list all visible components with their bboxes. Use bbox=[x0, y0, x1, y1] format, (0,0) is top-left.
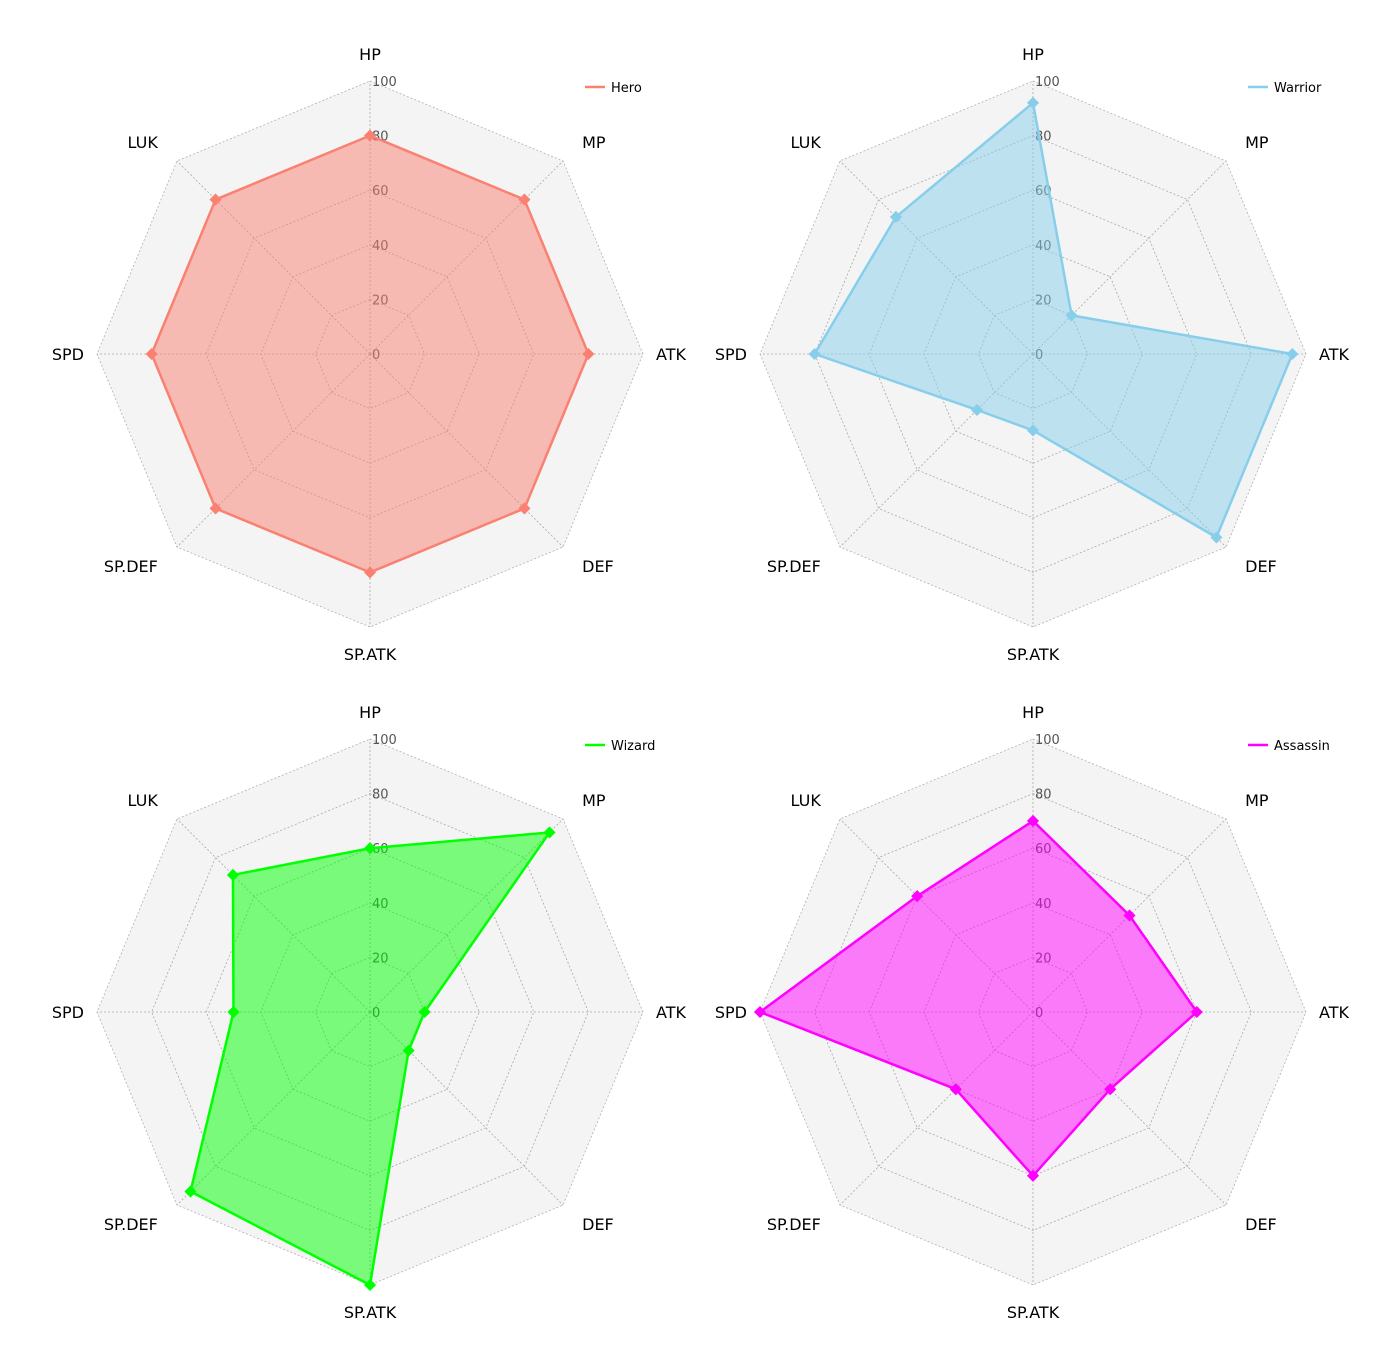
legend-label: Assassin bbox=[1274, 739, 1330, 754]
category-label-mp: MP bbox=[1245, 791, 1269, 810]
category-label-atk: ATK bbox=[656, 345, 686, 364]
r-tick-label: 80 bbox=[1035, 788, 1052, 803]
category-label-hp: HP bbox=[359, 703, 381, 722]
r-tick-label: 100 bbox=[372, 733, 397, 748]
category-label-luk: LUK bbox=[791, 133, 822, 152]
legend: Hero bbox=[585, 81, 642, 96]
data-point-def bbox=[518, 502, 531, 515]
data-point-hp bbox=[363, 842, 377, 855]
category-label-spd: SPD bbox=[52, 345, 84, 364]
data-point-mp bbox=[518, 193, 531, 206]
data-point-mp bbox=[1123, 909, 1136, 922]
category-label-mp: MP bbox=[582, 133, 606, 152]
category-label-hp: HP bbox=[359, 45, 381, 64]
data-point-atk bbox=[1190, 1005, 1203, 1019]
r-tick-label: 80 bbox=[372, 788, 389, 803]
data-point-spd bbox=[145, 347, 158, 361]
category-label-def: DEF bbox=[1245, 557, 1277, 576]
category-label-hp: HP bbox=[1022, 703, 1044, 722]
data-point-def bbox=[1104, 1083, 1117, 1096]
category-label-def: DEF bbox=[582, 1215, 614, 1234]
grid-ring bbox=[868, 189, 1198, 519]
category-label-luk: LUK bbox=[791, 791, 822, 810]
category-label-def: DEF bbox=[1245, 1215, 1277, 1234]
data-point-mp bbox=[1065, 309, 1078, 322]
data-point-def bbox=[402, 1044, 415, 1057]
category-label-hp: HP bbox=[1022, 45, 1044, 64]
data-point-spd bbox=[753, 1005, 767, 1019]
legend-label: Hero bbox=[611, 81, 642, 96]
radar-panel-warrior: 020406080100HPMPATKDEFSP.ATKSP.DEFSPDLUK… bbox=[715, 45, 1350, 664]
category-label-sp-atk: SP.ATK bbox=[1007, 1303, 1060, 1322]
data-point-luk bbox=[209, 193, 222, 206]
data-point-atk bbox=[418, 1005, 431, 1019]
category-label-sp-def: SP.DEF bbox=[767, 557, 821, 576]
r-tick-label: 100 bbox=[1035, 75, 1060, 90]
data-point-sp-atk bbox=[1026, 424, 1040, 437]
legend: Assassin bbox=[1248, 739, 1330, 754]
category-label-sp-def: SP.DEF bbox=[104, 1215, 158, 1234]
category-label-luk: LUK bbox=[128, 133, 159, 152]
category-label-mp: MP bbox=[1245, 133, 1269, 152]
radar-panel-wizard: 020406080100HPMPATKDEFSP.ATKSP.DEFSPDLUK… bbox=[52, 703, 687, 1322]
data-point-spd bbox=[808, 347, 821, 361]
category-label-sp-atk: SP.ATK bbox=[344, 645, 397, 664]
r-tick-label: 100 bbox=[1035, 733, 1060, 748]
category-label-atk: ATK bbox=[1319, 345, 1349, 364]
data-point-luk bbox=[226, 868, 240, 882]
category-label-spd: SPD bbox=[715, 1003, 747, 1022]
category-label-sp-atk: SP.ATK bbox=[1007, 645, 1060, 664]
data-point-def bbox=[1210, 531, 1223, 544]
legend: Warrior bbox=[1248, 81, 1322, 96]
category-label-spd: SPD bbox=[52, 1003, 84, 1022]
category-label-sp-def: SP.DEF bbox=[104, 557, 158, 576]
legend-label: Wizard bbox=[611, 739, 655, 754]
category-label-atk: ATK bbox=[1319, 1003, 1349, 1022]
data-point-sp-def bbox=[209, 502, 222, 515]
grid-ring bbox=[814, 793, 1252, 1231]
data-point-luk bbox=[889, 210, 903, 224]
data-point-atk bbox=[1286, 347, 1299, 361]
data-point-hp bbox=[363, 129, 377, 142]
radar-panel-assassin: 020406080100HPMPATKDEFSP.ATKSP.DEFSPDLUK… bbox=[715, 703, 1350, 1322]
legend: Wizard bbox=[585, 739, 655, 754]
r-tick-label: 100 bbox=[372, 75, 397, 90]
data-point-sp-def bbox=[184, 1185, 197, 1198]
data-point-luk bbox=[911, 890, 924, 903]
category-label-luk: LUK bbox=[128, 791, 159, 810]
radar-panel-hero: 020406080100HPMPATKDEFSP.ATKSP.DEFSPDLUK… bbox=[52, 45, 687, 664]
data-point-atk bbox=[582, 347, 595, 361]
data-point-hp bbox=[1026, 814, 1040, 827]
category-label-sp-def: SP.DEF bbox=[767, 1215, 821, 1234]
category-label-spd: SPD bbox=[715, 345, 747, 364]
category-label-atk: ATK bbox=[656, 1003, 686, 1022]
data-point-sp-atk bbox=[363, 1278, 377, 1292]
data-point-sp-atk bbox=[363, 566, 377, 579]
data-point-hp bbox=[1026, 96, 1040, 109]
category-label-sp-atk: SP.ATK bbox=[344, 1303, 397, 1322]
data-point-sp-def bbox=[949, 1083, 962, 1096]
data-point-sp-atk bbox=[1026, 1169, 1040, 1182]
category-label-mp: MP bbox=[582, 791, 606, 810]
category-label-def: DEF bbox=[582, 557, 614, 576]
grid-ring bbox=[814, 135, 1252, 573]
legend-label: Warrior bbox=[1274, 81, 1322, 96]
data-point-mp bbox=[543, 826, 556, 839]
data-point-spd bbox=[227, 1005, 240, 1019]
data-point-sp-def bbox=[970, 403, 984, 417]
